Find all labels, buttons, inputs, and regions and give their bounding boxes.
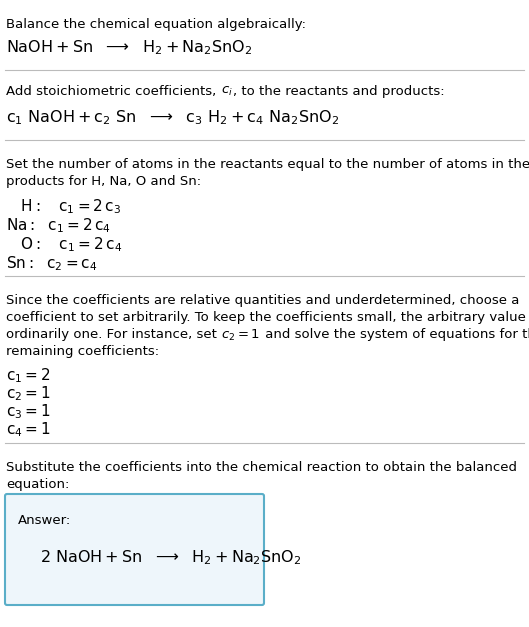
Text: ordinarily one. For instance, set: ordinarily one. For instance, set — [6, 328, 222, 341]
Text: $\mathregular{Sn:\ \ c_2 = c_4}$: $\mathregular{Sn:\ \ c_2 = c_4}$ — [6, 254, 98, 273]
Text: Add stoichiometric coefficients,: Add stoichiometric coefficients, — [6, 85, 221, 98]
Text: $c_i$: $c_i$ — [221, 85, 233, 98]
Text: equation:: equation: — [6, 478, 70, 491]
Text: coefficient to set arbitrarily. To keep the coefficients small, the arbitrary va: coefficient to set arbitrarily. To keep … — [6, 311, 529, 324]
Text: $\quad\mathregular{H:\ \ \ c_1 = 2\,c_3}$: $\quad\mathregular{H:\ \ \ c_1 = 2\,c_3}… — [6, 197, 122, 216]
Text: $\mathregular{NaOH + Sn\ \ \longrightarrow\ \ H_2 + Na_2SnO_2}$: $\mathregular{NaOH + Sn\ \ \longrightarr… — [6, 38, 252, 56]
Text: $\mathregular{c_1 = 2}$: $\mathregular{c_1 = 2}$ — [6, 366, 51, 385]
Text: $\mathregular{c_4 = 1}$: $\mathregular{c_4 = 1}$ — [6, 420, 51, 439]
Text: Substitute the coefficients into the chemical reaction to obtain the balanced: Substitute the coefficients into the che… — [6, 461, 517, 474]
Text: Balance the chemical equation algebraically:: Balance the chemical equation algebraica… — [6, 18, 306, 31]
Text: , to the reactants and products:: , to the reactants and products: — [233, 85, 444, 98]
Text: Set the number of atoms in the reactants equal to the number of atoms in the: Set the number of atoms in the reactants… — [6, 158, 529, 171]
Text: $\quad\mathregular{O:\ \ \ c_1 = 2\,c_4}$: $\quad\mathregular{O:\ \ \ c_1 = 2\,c_4}… — [6, 235, 123, 254]
Text: and solve the system of equations for the: and solve the system of equations for th… — [260, 328, 529, 341]
Text: products for H, Na, O and Sn:: products for H, Na, O and Sn: — [6, 175, 202, 188]
Text: $\mathregular{Na:\ \ c_1 = 2\,c_4}$: $\mathregular{Na:\ \ c_1 = 2\,c_4}$ — [6, 216, 112, 234]
Text: remaining coefficients:: remaining coefficients: — [6, 345, 159, 358]
Text: Answer:: Answer: — [18, 514, 71, 527]
Text: $\mathregular{c_3 = 1}$: $\mathregular{c_3 = 1}$ — [6, 402, 51, 421]
Text: $\mathregular{c_1\ NaOH + c_2\ Sn\ \ \longrightarrow\ \ c_3\ H_2 + c_4\ Na_2SnO_: $\mathregular{c_1\ NaOH + c_2\ Sn\ \ \lo… — [6, 108, 340, 127]
Text: $c_2 = 1$: $c_2 = 1$ — [222, 328, 260, 343]
Text: $\mathregular{c_2 = 1}$: $\mathregular{c_2 = 1}$ — [6, 384, 51, 403]
Text: $\mathregular{2\ NaOH + Sn\ \ \longrightarrow\ \ H_2 + Na_2SnO_2}$: $\mathregular{2\ NaOH + Sn\ \ \longright… — [40, 548, 302, 567]
Text: Since the coefficients are relative quantities and underdetermined, choose a: Since the coefficients are relative quan… — [6, 294, 519, 307]
FancyBboxPatch shape — [5, 494, 264, 605]
